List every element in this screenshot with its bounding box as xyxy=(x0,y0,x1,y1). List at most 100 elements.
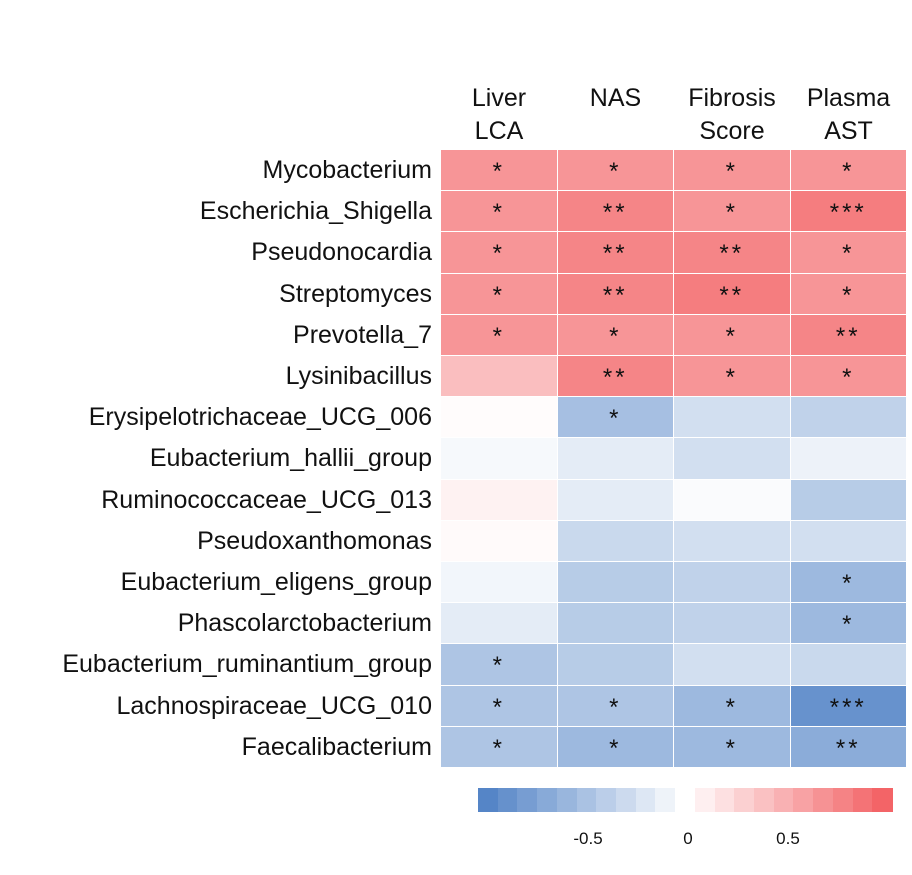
heatmap-cell: * xyxy=(674,685,791,727)
significance-marker: * xyxy=(609,734,622,762)
colorbar-segment xyxy=(616,788,637,812)
heatmap-cell xyxy=(441,397,558,439)
column-label-line: Score xyxy=(699,117,765,145)
significance-marker: * xyxy=(842,570,855,597)
heatmap-cell xyxy=(441,603,558,645)
colorbar-segment xyxy=(478,788,499,812)
significance-marker: ** xyxy=(602,240,628,268)
heatmap-cell: * xyxy=(441,644,558,686)
colorbar-segment xyxy=(517,788,538,812)
heatmap-cell xyxy=(790,438,907,480)
row-label: Pseudonocardia xyxy=(251,238,432,267)
significance-marker: * xyxy=(609,322,622,350)
heatmap-cell: * xyxy=(557,314,674,356)
row-label: Pseudoxanthomonas xyxy=(197,526,432,555)
heatmap-cell xyxy=(557,438,674,480)
significance-marker: * xyxy=(725,158,738,185)
column-label-line: Fibrosis xyxy=(688,84,776,112)
heatmap-cell xyxy=(557,644,674,686)
heatmap-cell xyxy=(674,562,791,604)
significance-marker: * xyxy=(842,158,855,185)
significance-marker: * xyxy=(492,322,505,350)
colorbar-segment xyxy=(655,788,676,812)
heatmap-cell: * xyxy=(441,314,558,356)
colorbar-segment xyxy=(852,788,873,812)
heatmap-cell: *** xyxy=(790,191,907,233)
heatmap-cell: ** xyxy=(674,273,791,315)
column-label: Liver LCA xyxy=(441,82,557,148)
heatmap-cell: ** xyxy=(790,314,907,356)
colorbar-segment xyxy=(832,788,854,812)
column-label: Fibrosis Score xyxy=(674,82,790,148)
colorbar-tick-label: 0 xyxy=(683,829,693,848)
heatmap-cell: * xyxy=(441,726,558,768)
colorbar-tick-label: 0.5 xyxy=(776,829,800,848)
heatmap-cell: ** xyxy=(557,273,674,315)
heatmap-cell: * xyxy=(674,356,791,398)
heatmap-cell xyxy=(441,356,558,398)
heatmap-cell: ** xyxy=(557,232,674,274)
significance-marker: * xyxy=(842,364,855,391)
significance-marker: * xyxy=(492,199,505,227)
heatmap-cell xyxy=(441,520,558,562)
heatmap-cell: * xyxy=(441,150,558,192)
heatmap-cell: ** xyxy=(674,232,791,274)
heatmap-cell xyxy=(790,520,907,562)
heatmap-cell xyxy=(790,644,907,686)
significance-marker: * xyxy=(492,693,505,721)
heatmap-cell: * xyxy=(557,397,674,439)
significance-marker: * xyxy=(725,364,738,391)
heatmap-cell xyxy=(557,520,674,562)
column-label-line: Plasma xyxy=(806,84,891,112)
column-label-line: AST xyxy=(824,117,873,145)
significance-marker: * xyxy=(492,734,505,762)
heatmap-cell: * xyxy=(674,314,791,356)
heatmap-cell xyxy=(557,562,674,604)
significance-marker: * xyxy=(725,734,738,762)
heatmap-cell: * xyxy=(441,191,558,233)
heatmap-cell xyxy=(441,562,558,604)
colorbar-segment xyxy=(793,788,814,812)
significance-marker: * xyxy=(609,405,622,433)
heatmap-cell: * xyxy=(441,273,558,315)
heatmap-cell: * xyxy=(674,726,791,768)
heatmap-cell: ** xyxy=(557,356,674,398)
significance-marker: * xyxy=(492,158,505,185)
column-label-line xyxy=(558,115,674,148)
colorbar-segment xyxy=(675,788,696,812)
significance-marker: *** xyxy=(829,693,867,721)
heatmap-cell: * xyxy=(441,232,558,274)
significance-marker: * xyxy=(725,199,738,227)
heatmap-cell: * xyxy=(557,685,674,727)
heatmap-cell: * xyxy=(790,232,907,274)
significance-marker: * xyxy=(609,158,622,185)
heatmap-cell xyxy=(674,397,791,439)
column-label-line: LCA xyxy=(474,117,524,145)
heatmap-cell xyxy=(441,479,558,521)
heatmap-cell xyxy=(557,603,674,645)
significance-marker: ** xyxy=(602,364,628,391)
row-label: Escherichia_Shigella xyxy=(199,197,432,226)
significance-marker: ** xyxy=(719,240,745,268)
significance-marker: * xyxy=(492,652,505,680)
significance-marker: * xyxy=(492,281,505,309)
row-label: Phascolarctobacterium xyxy=(177,609,432,638)
colorbar-segment xyxy=(773,788,795,812)
heatmap-cell: * xyxy=(790,603,907,645)
significance-marker: * xyxy=(842,611,855,639)
significance-marker: ** xyxy=(835,322,861,350)
heatmap-cell xyxy=(790,479,907,521)
heatmap-cell xyxy=(441,438,558,480)
colorbar-segment xyxy=(596,788,617,812)
row-label: Faecalibacterium xyxy=(241,732,432,761)
row-label: Streptomyces xyxy=(279,279,432,308)
colorbar-segment xyxy=(556,788,578,812)
colorbar-segment xyxy=(537,788,558,812)
colorbar-segment xyxy=(714,788,735,812)
colorbar-segment xyxy=(734,788,755,812)
significance-marker: * xyxy=(492,240,505,268)
row-label: Ruminococcaceae_UCG_013 xyxy=(101,485,432,514)
heatmap-cell: * xyxy=(790,356,907,398)
significance-marker: *** xyxy=(829,199,867,227)
